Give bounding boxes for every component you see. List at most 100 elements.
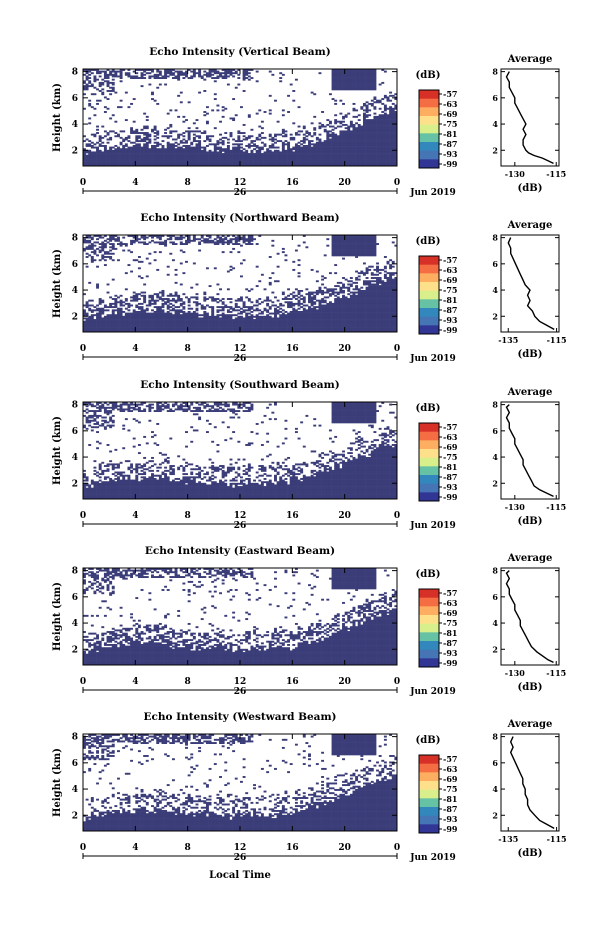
echo-cell <box>101 93 105 96</box>
echo-cell <box>85 327 89 330</box>
echo-cell <box>242 132 246 134</box>
echo-cell <box>185 243 188 245</box>
echo-cell <box>85 312 89 315</box>
echo-cell <box>250 317 254 320</box>
echo-cell <box>96 132 99 134</box>
echo-cell <box>310 323 314 326</box>
echo-cell <box>224 153 228 155</box>
echo-cell <box>182 153 186 155</box>
echo-cell <box>360 151 364 154</box>
echo-cell <box>368 122 372 125</box>
echo-cell <box>352 161 356 164</box>
colorbar-swatch <box>419 142 439 152</box>
echo-cell <box>342 154 345 157</box>
echo-cell <box>211 296 215 299</box>
echo-cell <box>315 159 319 162</box>
echo-cell <box>360 88 364 91</box>
echo-cell <box>174 320 178 323</box>
echo-cell <box>376 125 379 128</box>
echo-cell <box>83 107 86 110</box>
echo-cell <box>258 317 262 320</box>
echo-cell <box>368 125 372 128</box>
echo-cell <box>85 323 89 326</box>
echo-cell <box>140 312 144 315</box>
echo-cell <box>242 70 246 73</box>
echo-cell <box>362 102 366 105</box>
echo-cell <box>373 106 377 109</box>
echo-cell <box>208 162 212 165</box>
echo-cell <box>344 138 348 141</box>
echo-cell <box>268 317 272 320</box>
echo-cell <box>124 157 128 160</box>
echo-cell <box>276 159 280 162</box>
echo-cell <box>344 154 348 157</box>
echo-cell <box>349 151 353 154</box>
echo-cell <box>287 319 291 321</box>
echo-cell <box>297 323 301 326</box>
echo-cell <box>213 299 217 302</box>
echo-cell <box>90 154 94 157</box>
echo-cell <box>111 236 115 239</box>
echo-cell <box>342 138 345 141</box>
echo-cell <box>305 288 309 291</box>
echo-cell <box>268 153 272 155</box>
echo-cell <box>266 164 270 166</box>
echo-cell <box>132 132 136 134</box>
echo-cell <box>368 159 372 162</box>
echo-cell <box>109 136 113 139</box>
echo-cell <box>127 304 131 307</box>
echo-cell <box>143 138 147 141</box>
echo-cell <box>287 111 291 113</box>
echo-cell <box>124 298 128 300</box>
echo-cell <box>274 309 277 312</box>
echo-cell <box>148 162 152 165</box>
echo-cell <box>85 256 89 258</box>
echo-cell <box>117 259 120 262</box>
echo-cell <box>224 162 228 165</box>
echo-cell <box>109 149 113 152</box>
echo-cell <box>289 301 293 304</box>
x-tick-label: 12 <box>234 178 247 188</box>
echo-cell <box>313 133 317 136</box>
echo-cell <box>323 128 327 131</box>
echo-cell <box>109 138 113 141</box>
echo-cell <box>153 75 157 78</box>
echo-cell <box>342 144 345 147</box>
echo-cell <box>326 153 330 155</box>
echo-cell <box>271 272 275 275</box>
echo-cell <box>174 327 178 330</box>
echo-cell <box>109 320 113 323</box>
echo-cell <box>137 132 141 134</box>
echo-cell <box>208 322 212 325</box>
echo-cell <box>169 327 173 330</box>
echo-cell <box>237 317 241 320</box>
echo-cell <box>260 162 264 165</box>
echo-cell <box>357 72 361 75</box>
echo-cell <box>378 123 382 126</box>
echo-cell <box>211 330 215 332</box>
echo-cell <box>145 323 149 326</box>
echo-cell <box>310 304 314 307</box>
echo-cell <box>137 330 141 332</box>
echo-cell <box>352 140 356 143</box>
echo-cell <box>245 314 249 317</box>
echo-cell <box>169 320 173 323</box>
echo-cell <box>182 272 186 275</box>
echo-cell <box>389 99 393 102</box>
echo-cell <box>103 304 107 307</box>
echo-cell <box>153 164 157 166</box>
echo-cell <box>245 136 249 139</box>
echo-cell <box>213 127 217 130</box>
echo-cell <box>237 328 241 331</box>
echo-cell <box>88 239 92 242</box>
echo-cell <box>213 323 217 326</box>
echo-cell <box>192 130 196 133</box>
echo-cell <box>166 164 170 166</box>
echo-cell <box>294 154 298 157</box>
echo-cell <box>334 154 338 157</box>
echo-cell <box>198 319 202 321</box>
echo-cell <box>260 327 264 330</box>
echo-cell <box>344 143 348 146</box>
echo-cell <box>185 153 188 155</box>
echo-cell <box>130 77 134 79</box>
